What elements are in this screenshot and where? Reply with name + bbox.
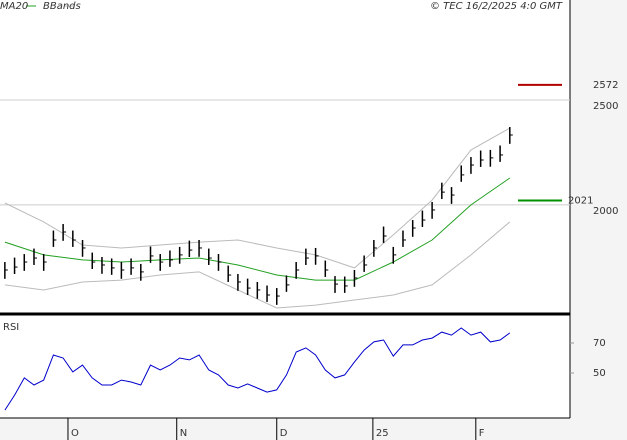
x-tick-label: N xyxy=(180,428,187,439)
level-label: 2021 xyxy=(568,196,593,207)
level-label: 2572 xyxy=(593,80,618,91)
time-axis-area xyxy=(0,418,570,440)
rsi-tick-label: 50 xyxy=(593,368,606,379)
rsi-line xyxy=(4,327,511,411)
x-tick-label: 25 xyxy=(376,428,389,439)
band-lower xyxy=(4,221,511,309)
legend-label: MA20 xyxy=(0,1,28,12)
legend-label: BBands xyxy=(43,1,81,12)
x-tick-label: F xyxy=(479,428,485,439)
rsi-label: RSI xyxy=(3,322,19,333)
rsi-tick-label: 70 xyxy=(593,338,606,349)
y-tick-label: 2500 xyxy=(593,101,618,112)
x-tick-label: O xyxy=(71,428,79,439)
axis-area xyxy=(570,0,627,440)
x-tick-label: D xyxy=(280,428,288,439)
series-line xyxy=(4,177,511,281)
credit: © TEC 16/2/2025 4:0 GMT xyxy=(430,1,563,12)
series-line xyxy=(4,127,511,269)
y-tick-label: 2000 xyxy=(593,206,618,217)
